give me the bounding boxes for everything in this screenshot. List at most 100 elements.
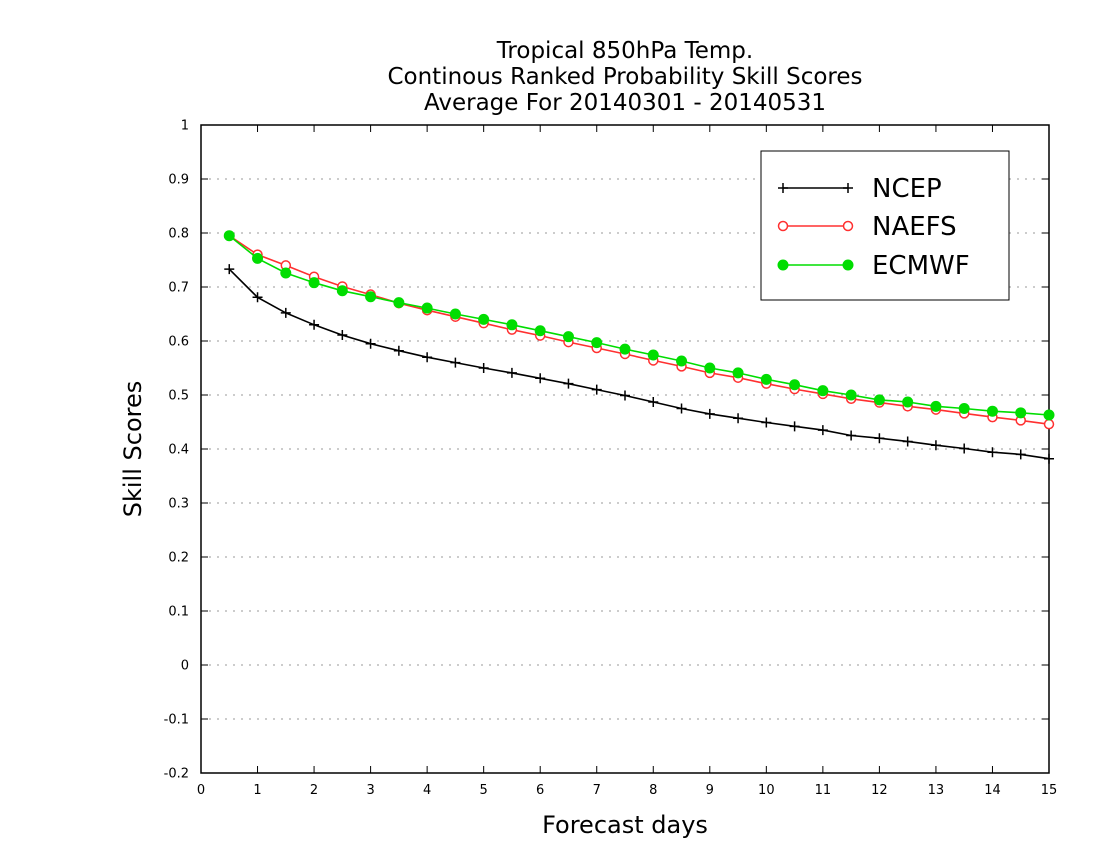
data-point-ncep: [846, 430, 857, 441]
data-point-ecmwf: [449, 308, 461, 320]
y-tick-label: 0: [181, 659, 189, 674]
data-point-ncep: [930, 440, 941, 451]
data-point-ecmwf: [845, 389, 857, 401]
data-point-ncep: [733, 413, 744, 424]
data-point-ecmwf: [308, 277, 320, 289]
data-point-ncep: [224, 264, 235, 275]
data-point-ecmwf: [478, 313, 490, 325]
data-point-ecmwf: [393, 297, 405, 309]
x-tick-label: 5: [480, 783, 488, 798]
data-point-ecmwf: [902, 396, 914, 408]
legend-marker-naefs: [842, 220, 854, 232]
x-tick-label: 0: [197, 783, 205, 798]
data-point-ecmwf: [619, 343, 631, 355]
x-tick-label: 2: [310, 783, 318, 798]
x-tick-label: 10: [758, 783, 775, 798]
data-point-ecmwf: [873, 394, 885, 406]
y-tick-label: 0.3: [168, 497, 189, 512]
data-point-ncep: [676, 403, 687, 414]
legend-label-ncep: NCEP: [872, 174, 942, 204]
x-tick-label: 13: [928, 783, 945, 798]
data-point-ncep: [337, 330, 348, 341]
series-ncep: [224, 264, 1054, 464]
axis-ticks: -0.2-0.100.10.20.30.40.50.60.70.80.910 1 2…: [164, 119, 1058, 799]
y-tick-label: 0.5: [168, 389, 189, 404]
data-point-ncep: [393, 345, 404, 356]
y-tick-label: 0.8: [168, 227, 189, 242]
data-point-ncep: [365, 338, 376, 349]
data-point-ecmwf: [1015, 407, 1027, 419]
x-tick-label: 8: [649, 783, 657, 798]
data-point-ncep: [704, 408, 715, 419]
legend-marker-ncep: [778, 183, 788, 193]
data-point-ncep: [987, 447, 998, 458]
data-point-ncep: [563, 378, 574, 389]
data-point-ecmwf: [223, 230, 235, 242]
x-tick-label: 6: [536, 783, 544, 798]
x-tick-label: 14: [984, 783, 1001, 798]
legend-marker-ecmwf: [777, 259, 789, 271]
data-point-ecmwf: [365, 291, 377, 303]
data-point-ecmwf: [986, 405, 998, 417]
data-point-ncep: [1044, 453, 1054, 464]
x-tick-label: 4: [423, 783, 431, 798]
data-point-ncep: [1015, 449, 1026, 460]
legend-marker-ncep: [843, 183, 853, 193]
chart-title-line-1: Tropical 850hPa Temp.: [496, 38, 753, 64]
legend-item-naefs: NAEFS: [777, 212, 957, 242]
chart-title-line-2: Continous Ranked Probability Skill Score…: [387, 64, 862, 90]
y-tick-label: 0.9: [168, 173, 189, 188]
data-point-ecmwf: [958, 403, 970, 414]
data-point-ecmwf: [591, 337, 603, 349]
data-point-ecmwf: [336, 285, 348, 297]
legend-label-naefs: NAEFS: [872, 212, 957, 242]
data-point-ncep: [789, 421, 800, 432]
y-tick-label: 0.6: [168, 335, 189, 350]
x-tick-label: 9: [706, 783, 714, 798]
legend: NCEP NAEFS ECMWF: [760, 150, 1010, 301]
data-point-ecmwf: [280, 267, 292, 279]
x-tick-label: 12: [871, 783, 888, 798]
data-point-ncep: [280, 307, 291, 318]
legend-marker-ecmwf: [842, 259, 854, 271]
data-point-ecmwf: [676, 355, 688, 367]
data-point-ncep: [252, 292, 263, 303]
data-point-ncep: [874, 433, 885, 444]
data-point-ncep: [450, 357, 461, 368]
y-tick-label: 0.7: [168, 281, 189, 296]
x-tick-label: 15: [1041, 783, 1058, 798]
x-tick-label: 11: [815, 783, 832, 798]
x-tick-label: 3: [366, 783, 374, 798]
data-point-ecmwf: [562, 331, 574, 343]
data-point-ecmwf: [704, 362, 716, 374]
data-point-ecmwf: [760, 373, 772, 385]
y-tick-label: 0.1: [168, 605, 189, 620]
data-point-ecmwf: [506, 319, 518, 331]
data-point-ncep: [535, 373, 546, 384]
legend-item-ecmwf: ECMWF: [777, 251, 970, 281]
series-ecmwf: [223, 230, 1055, 421]
y-tick-label: 0.4: [168, 443, 189, 458]
y-axis-label: Skill Scores: [119, 381, 147, 518]
y-tick-label: 0.2: [168, 551, 189, 566]
x-tick-label: 1: [253, 783, 261, 798]
data-point-ncep: [959, 443, 970, 454]
data-point-ecmwf: [930, 400, 942, 412]
y-tick-label: -0.1: [164, 713, 189, 728]
data-point-ecmwf: [534, 325, 546, 337]
data-point-ncep: [422, 352, 433, 363]
data-point-ncep: [591, 384, 602, 395]
data-point-ecmwf: [1043, 409, 1055, 421]
y-tick-label: -0.2: [164, 767, 189, 782]
data-point-ecmwf: [647, 349, 659, 361]
data-point-ncep: [902, 436, 913, 447]
data-point-ecmwf: [789, 379, 801, 391]
legend-marker-naefs: [777, 220, 789, 232]
data-point-ncep: [648, 397, 659, 408]
legend-item-ncep: NCEP: [778, 174, 942, 204]
data-point-ecmwf: [421, 302, 433, 314]
legend-label-ecmwf: ECMWF: [872, 251, 970, 281]
data-point-ncep: [620, 390, 630, 401]
data-series: [223, 230, 1055, 464]
